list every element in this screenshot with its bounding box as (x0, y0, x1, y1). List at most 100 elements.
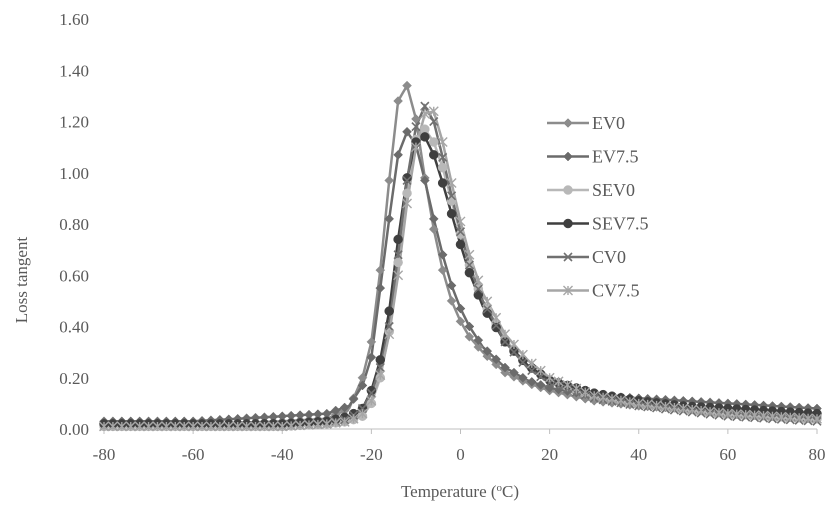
data-point (562, 379, 573, 390)
data-point (348, 413, 359, 424)
data-point (749, 410, 760, 421)
data-point (527, 366, 537, 376)
data-point (357, 408, 368, 419)
data-point (455, 216, 466, 227)
data-point (348, 394, 359, 404)
data-point (607, 393, 618, 404)
data-point (295, 420, 306, 431)
data-point (491, 354, 502, 365)
series-line-sev0 (104, 127, 818, 428)
legend-label: EV0 (592, 113, 625, 133)
data-point (429, 150, 439, 160)
data-point (482, 296, 493, 307)
data-point (134, 421, 145, 432)
series-line-sev7-5 (104, 135, 818, 426)
data-point (375, 370, 386, 381)
data-point (740, 409, 751, 420)
data-point (455, 303, 466, 314)
x-axis-title-unit: C) (502, 482, 519, 501)
data-point (553, 376, 564, 387)
legend-item: CV7.5 (547, 281, 640, 301)
data-point (473, 275, 484, 286)
data-point (402, 126, 412, 137)
data-point (696, 405, 707, 416)
data-point (232, 421, 243, 432)
data-point (500, 367, 510, 378)
x-tick-label: -40 (271, 445, 294, 464)
data-point (615, 395, 626, 406)
data-point (116, 421, 127, 432)
data-point (268, 421, 279, 432)
data-point (375, 355, 386, 365)
data-point (330, 417, 341, 428)
series-line-ev7-5 (104, 129, 818, 423)
legend-item: EV7.5 (547, 147, 639, 167)
y-axis-title: Loss tangent (12, 237, 31, 324)
data-point (491, 320, 501, 331)
data-point (518, 372, 528, 383)
data-point (794, 412, 805, 423)
data-point (722, 408, 733, 419)
data-point (393, 257, 403, 268)
data-point (366, 352, 377, 363)
x-axis-title-main: Temperature ( (401, 482, 497, 501)
data-point (428, 224, 439, 234)
x-axis-title: Temperature (oC) (401, 482, 519, 501)
data-point (277, 421, 288, 432)
data-point (633, 398, 644, 409)
legend-label: SEV7.5 (592, 214, 649, 234)
series-line-cv0 (104, 103, 818, 428)
data-point (420, 101, 430, 111)
series-line-ev0 (104, 82, 818, 426)
data-point (589, 390, 600, 401)
legend-marker (563, 185, 573, 195)
data-point (179, 421, 190, 432)
data-point (785, 412, 796, 423)
data-point (393, 270, 404, 281)
y-tick-label: 0.20 (59, 369, 89, 388)
data-point (687, 404, 698, 415)
data-point (508, 339, 519, 350)
data-point (464, 321, 475, 332)
data-point (384, 306, 394, 316)
x-tick-label: 0 (456, 445, 465, 464)
data-point (455, 316, 466, 327)
data-point (393, 234, 403, 245)
data-point (384, 321, 394, 332)
data-point (482, 346, 493, 356)
x-tick-label: -20 (360, 445, 383, 464)
data-point (758, 410, 769, 421)
legend-label: SEV0 (592, 180, 635, 200)
y-tick-label: 0.40 (59, 318, 89, 337)
series-markers-sev7-5 (99, 132, 822, 429)
data-point (473, 284, 483, 294)
data-point (535, 365, 546, 376)
data-point (500, 329, 511, 340)
data-point (803, 413, 814, 424)
data-point (437, 249, 448, 260)
data-point (464, 260, 474, 270)
data-point (428, 214, 439, 224)
series-lines (104, 82, 818, 428)
data-point (286, 420, 297, 431)
data-point (473, 335, 484, 346)
data-point (419, 108, 430, 119)
y-tick-label: 1.00 (59, 164, 89, 183)
data-point (447, 191, 457, 201)
data-point (482, 351, 493, 362)
x-tick-label: 80 (809, 445, 826, 464)
data-point (491, 359, 502, 370)
data-point (402, 175, 412, 186)
data-point (223, 421, 234, 432)
data-point (259, 421, 270, 432)
data-point (437, 162, 448, 173)
data-point (241, 421, 252, 432)
data-point (446, 296, 457, 306)
data-point (812, 413, 822, 424)
data-point (384, 329, 395, 340)
data-point (402, 80, 412, 91)
chart-axes: -80 -60 -40 -20 0 20 40 60 80 0.00 0.20 0.40 0.60 0.8… (59, 10, 825, 464)
legend-label: CV0 (592, 247, 626, 267)
data-point (500, 362, 510, 373)
data-point (437, 137, 448, 147)
